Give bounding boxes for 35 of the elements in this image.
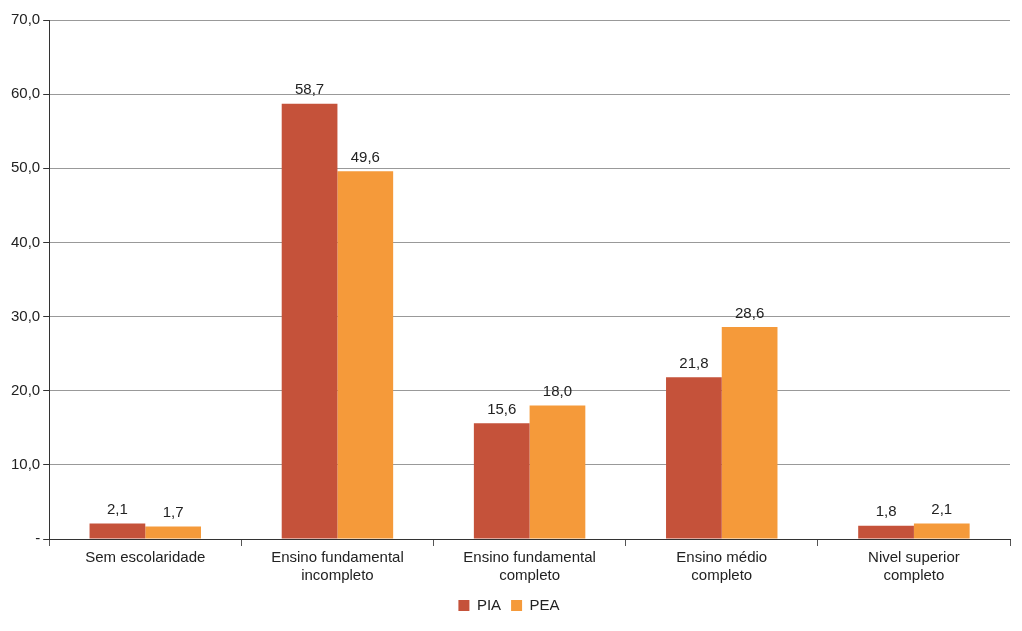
y-tick-label: 60,0 [10, 84, 41, 102]
bar [145, 526, 201, 539]
bar [473, 423, 530, 539]
y-tick-label: 50,0 [10, 158, 41, 176]
y-tick-label: 10,0 [10, 455, 41, 472]
bar [666, 377, 722, 539]
x-tick-label: Sem escolaridade [85, 548, 206, 566]
bar [281, 103, 338, 539]
y-tick-label: - [35, 529, 41, 547]
bar [721, 326, 778, 539]
y-tick-label: 70,0 [10, 10, 41, 28]
data-label: 1,8 [875, 502, 897, 520]
legend-label: PEA [529, 595, 560, 613]
data-label: 21,8 [679, 354, 709, 372]
data-label: 1,7 [162, 503, 184, 521]
data-label: 15,6 [487, 399, 517, 417]
bar [913, 523, 970, 539]
x-tick-label: Ensino fundamental completo [463, 548, 596, 584]
x-tick-label: Nivel superior completo [868, 548, 960, 584]
data-label: 2,1 [931, 500, 953, 518]
x-tick-label: Ensino fundamental incompleto [271, 548, 404, 584]
data-label: 58,7 [294, 80, 325, 98]
data-label: 28,6 [735, 303, 765, 321]
x-tick-label: Ensino médio completo [676, 548, 768, 584]
bar [529, 405, 586, 539]
y-tick-label: 20,0 [10, 380, 41, 398]
bar [337, 171, 394, 539]
y-tick-label: 30,0 [10, 306, 41, 324]
bar [858, 525, 914, 539]
y-tick-label: 40,0 [10, 232, 41, 250]
data-label: 2,1 [106, 500, 128, 518]
legend-label: PIA [476, 595, 502, 613]
data-label: 49,6 [350, 147, 380, 165]
data-label: 18,0 [542, 382, 573, 400]
bar [89, 523, 146, 539]
